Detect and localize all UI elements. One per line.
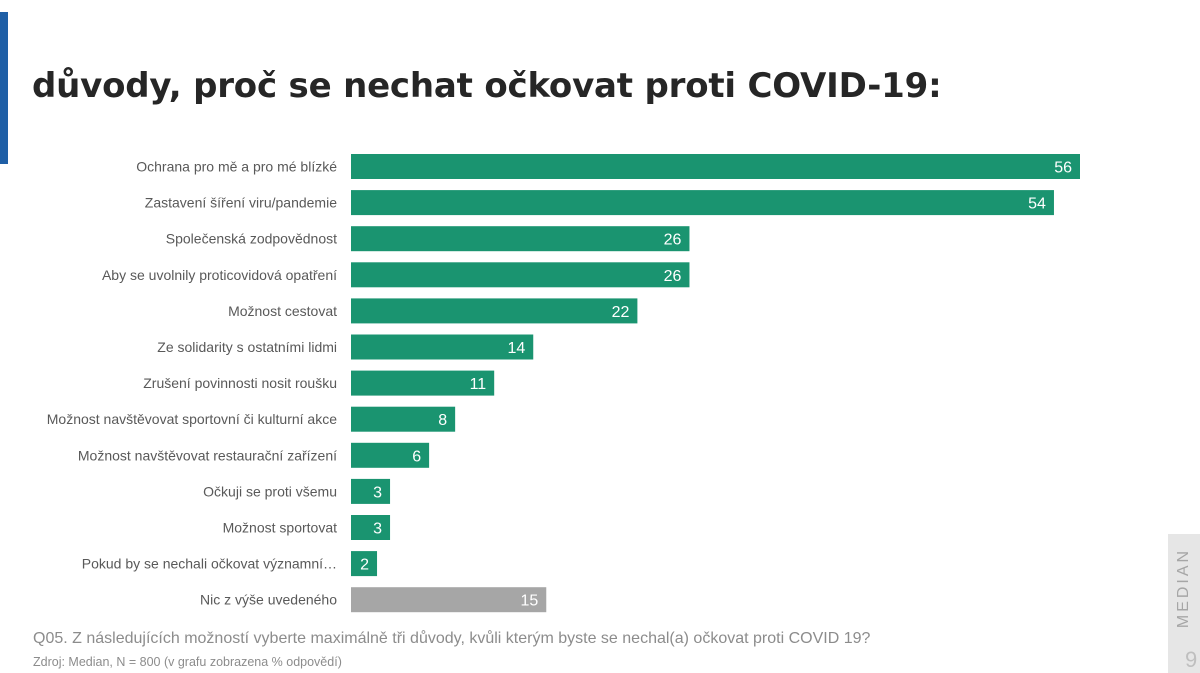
survey-question: Q05. Z následujících možností vyberte ma… (33, 630, 871, 647)
category-label: Společenská zodpovědnost (166, 231, 337, 247)
bar (351, 515, 391, 540)
category-label: Možnost sportovat (223, 520, 337, 536)
bar (351, 262, 690, 288)
category-label: Možnost navštěvovat sportovní či kulturn… (47, 411, 337, 427)
value-label: 22 (612, 304, 630, 321)
value-label: 3 (373, 521, 382, 538)
page-number: 9 (1185, 647, 1198, 672)
value-label: 3 (373, 484, 382, 501)
category-label: Aby se uvolnily proticovidová opatření (102, 267, 337, 283)
bar (351, 190, 1054, 216)
category-label: Možnost cestovat (228, 303, 337, 319)
bar (351, 370, 495, 396)
value-label: 54 (1028, 196, 1046, 213)
brand-tab (1168, 534, 1200, 673)
value-label: 15 (520, 593, 538, 610)
bar (351, 334, 534, 360)
value-label: 6 (412, 448, 421, 465)
bar (351, 551, 378, 577)
category-label: Zrušení povinnosti nosit roušku (143, 375, 337, 391)
bar (351, 154, 1080, 179)
value-label: 26 (664, 268, 682, 285)
category-label: Očkuji se proti všemu (203, 483, 337, 499)
bar (351, 226, 690, 252)
value-label: 26 (664, 232, 682, 249)
bar (351, 406, 456, 432)
bar (351, 442, 430, 468)
category-label: Nic z výše uvedeného (200, 592, 337, 608)
category-label: Pokud by se nechali očkovat významní… (82, 556, 337, 572)
value-label: 8 (438, 412, 447, 429)
category-label: Možnost navštěvovat restaurační zařízení (78, 447, 337, 463)
value-label: 56 (1054, 160, 1072, 177)
category-label: Ochrana pro mě a pro mé blízké (136, 159, 337, 175)
source-note: Zdroj: Median, N = 800 (v grafu zobrazen… (33, 655, 342, 669)
page-title: důvody, proč se nechat očkovat proti COV… (32, 66, 942, 106)
bar (351, 478, 391, 504)
brand-logo-text: MEDIAN (1175, 547, 1192, 629)
category-label: Zastavení šíření viru/pandemie (145, 195, 337, 211)
value-label: 11 (470, 376, 487, 393)
value-label: 14 (507, 340, 525, 357)
bar (351, 587, 547, 613)
accent-bar (0, 12, 8, 164)
bar (351, 298, 638, 324)
value-label: 2 (360, 557, 369, 574)
category-label: Ze solidarity s ostatními lidmi (157, 339, 337, 355)
